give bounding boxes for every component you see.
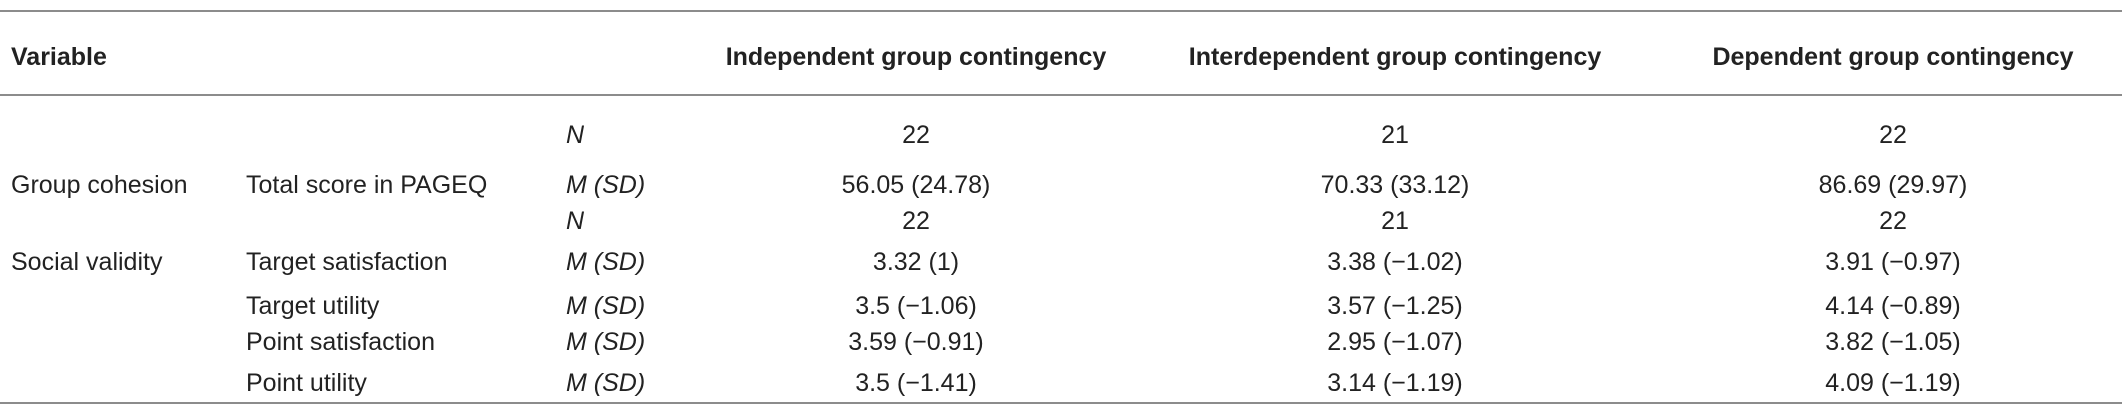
value-cell: 3.32 (1)	[872, 248, 960, 276]
stat-label: M (SD)	[566, 171, 646, 199]
value-cell: 4.09 (−1.19)	[1825, 369, 1961, 397]
value-cell: 56.05 (24.78)	[841, 171, 991, 199]
value-cell: 3.57 (−1.25)	[1327, 292, 1463, 320]
stat-label: N	[566, 121, 585, 149]
header-cell: Interdependent group contingency	[1188, 43, 1602, 71]
measure-label: Point utility	[246, 369, 367, 397]
value-cell: 22	[1879, 207, 1907, 235]
stat-label: M (SD)	[566, 248, 646, 276]
value-cell: 2.95 (−1.07)	[1327, 328, 1463, 356]
header-cell: Variable	[11, 43, 107, 71]
variable-label: Social validity	[11, 248, 163, 276]
value-cell: 3.82 (−1.05)	[1825, 328, 1961, 356]
value-cell: 3.91 (−0.97)	[1825, 248, 1961, 276]
value-cell: 22	[902, 121, 930, 149]
value-cell: 70.33 (33.12)	[1320, 171, 1470, 199]
measure-label: Target utility	[246, 292, 380, 320]
value-cell: 3.5 (−1.41)	[855, 369, 977, 397]
value-cell: 4.14 (−0.89)	[1825, 292, 1961, 320]
value-cell: 3.5 (−1.06)	[855, 292, 977, 320]
value-cell: 3.14 (−1.19)	[1327, 369, 1463, 397]
top-rule	[0, 10, 2122, 12]
header-cell: Independent group contingency	[725, 43, 1107, 71]
value-cell: 3.59 (−0.91)	[848, 328, 984, 356]
stat-label: N	[566, 207, 585, 235]
stat-label: M (SD)	[566, 292, 646, 320]
measure-label: Target satisfaction	[246, 248, 448, 276]
stat-label: M (SD)	[566, 369, 646, 397]
value-cell: 86.69 (29.97)	[1818, 171, 1968, 199]
measure-label: Total score in PAGEQ	[246, 171, 488, 199]
stat-label: M (SD)	[566, 328, 646, 356]
value-cell: 3.38 (−1.02)	[1327, 248, 1463, 276]
header-cell: Dependent group contingency	[1712, 43, 2074, 71]
measure-label: Point satisfaction	[246, 328, 435, 356]
header-rule	[0, 94, 2122, 96]
value-cell: 22	[902, 207, 930, 235]
value-cell: 21	[1381, 121, 1409, 149]
value-cell: 21	[1381, 207, 1409, 235]
value-cell: 22	[1879, 121, 1907, 149]
variable-label: Group cohesion	[11, 171, 188, 199]
bottom-rule	[0, 402, 2122, 404]
